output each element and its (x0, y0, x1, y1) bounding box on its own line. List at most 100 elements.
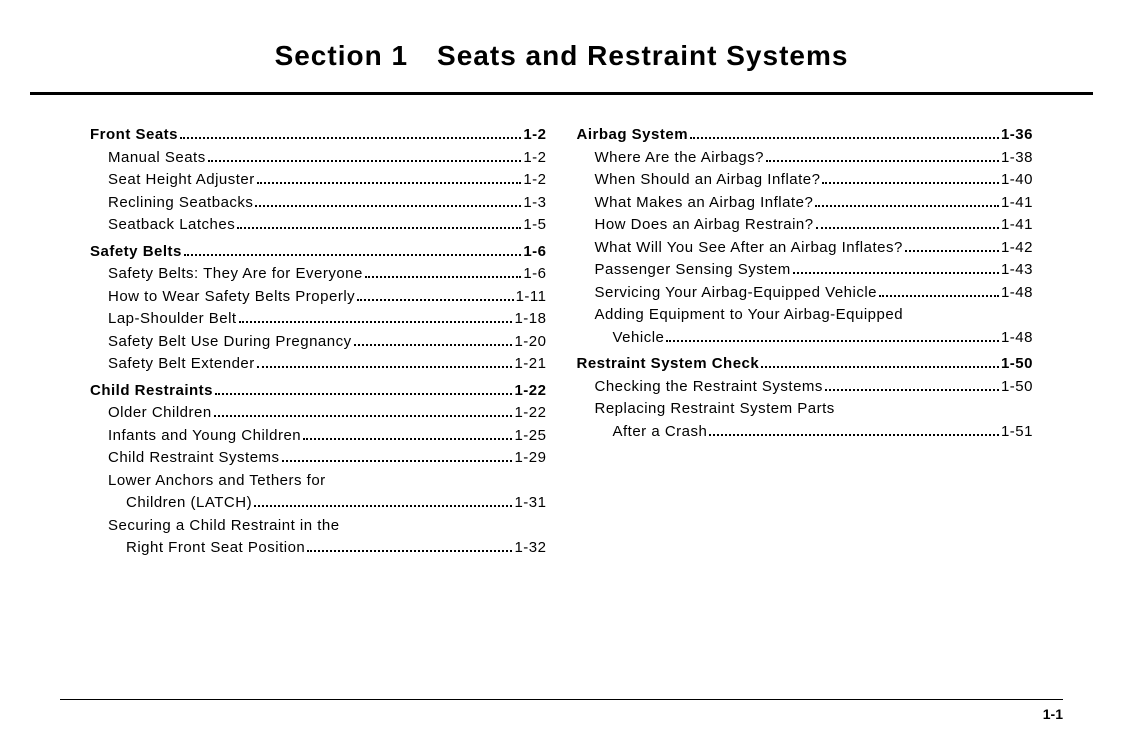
toc-page: 1-48 (1001, 327, 1033, 350)
toc-entry: Child Restraints1-22 (90, 380, 547, 403)
toc-dots (257, 366, 513, 368)
toc-dots (905, 250, 999, 252)
toc-entry: Children (LATCH) 1-31 (90, 492, 547, 515)
toc-entry: Front Seats 1-2 (90, 124, 547, 147)
toc-page: 1-11 (516, 286, 547, 309)
toc-label: Lower Anchors and Tethers for (108, 470, 326, 493)
toc-label: What Makes an Airbag Inflate? (595, 192, 814, 215)
toc-label: Front Seats (90, 124, 178, 147)
toc-entry: Manual Seats 1-2 (90, 147, 547, 170)
toc-page: 1-20 (514, 331, 546, 354)
toc-entry: Safety Belt Use During Pregnancy 1-20 (90, 331, 547, 354)
toc-page: 1-3 (523, 192, 546, 215)
toc-page: 1-32 (514, 537, 546, 560)
toc-label: Safety Belt Extender (108, 353, 255, 376)
toc-label: Airbag System (577, 124, 689, 147)
toc-dots (825, 389, 999, 391)
toc-label: Child Restraints (90, 380, 213, 403)
toc-dots (180, 137, 521, 139)
toc-entry: After a Crash 1-51 (577, 421, 1034, 444)
toc-page: 1-50 (1001, 376, 1033, 399)
toc-page: 1-43 (1001, 259, 1033, 282)
toc-label: Where Are the Airbags? (595, 147, 764, 170)
toc-entry: Right Front Seat Position1-32 (90, 537, 547, 560)
toc-dots (307, 550, 512, 552)
page-number: 1-1 (1043, 706, 1063, 722)
toc-dots (208, 160, 522, 162)
title-rule (30, 92, 1093, 95)
toc-label: After a Crash (613, 421, 708, 444)
toc-dots (822, 182, 998, 184)
toc-page: 1-29 (514, 447, 546, 470)
toc-label: Securing a Child Restraint in the (108, 515, 340, 538)
toc-page: 1-22 (514, 402, 546, 425)
toc-entry: Checking the Restraint Systems 1-50 (577, 376, 1034, 399)
toc-dots (709, 434, 999, 436)
toc-dots (257, 182, 522, 184)
toc-page: 1-6 (523, 241, 546, 264)
toc-dots (184, 254, 521, 256)
toc-label: Servicing Your Airbag-Equipped Vehicle (595, 282, 878, 305)
toc-label: Adding Equipment to Your Airbag-Equipped (595, 304, 904, 327)
section-title: Section 1 Seats and Restraint Systems (30, 40, 1093, 72)
toc-page: 1-2 (523, 124, 546, 147)
toc-label: Reclining Seatbacks (108, 192, 253, 215)
toc-label: Safety Belts (90, 241, 182, 264)
toc-dots (357, 299, 513, 301)
toc-dots (282, 460, 513, 462)
toc-right-column: Airbag System 1-36 Where Are the Airbags? 1… (577, 120, 1034, 560)
toc-entry: Servicing Your Airbag-Equipped Vehicle 1-… (577, 282, 1034, 305)
toc-label: Older Children (108, 402, 212, 425)
toc-entry: Child Restraint Systems1-29 (90, 447, 547, 470)
toc-entry: What Makes an Airbag Inflate? 1-41 (577, 192, 1034, 215)
toc-entry: Infants and Young Children1-25 (90, 425, 547, 448)
toc-entry: Safety Belts: They Are for Everyone1-6 (90, 263, 547, 286)
toc-label: Infants and Young Children (108, 425, 301, 448)
toc-dots (237, 227, 521, 229)
toc-page: 1-51 (1001, 421, 1033, 444)
toc-dots (666, 340, 999, 342)
toc-dots (690, 137, 999, 139)
toc-dots (766, 160, 999, 162)
toc-entry: Seat Height Adjuster 1-2 (90, 169, 547, 192)
toc-dots (255, 205, 521, 207)
toc-page: 1-48 (1001, 282, 1033, 305)
toc-page: 1-5 (523, 214, 546, 237)
toc-label: Replacing Restraint System Parts (595, 398, 835, 421)
toc-dots (354, 344, 513, 346)
toc-entry: Vehicle 1-48 (577, 327, 1034, 350)
toc-entry: Airbag System 1-36 (577, 124, 1034, 147)
toc-label: Lap-Shoulder Belt (108, 308, 237, 331)
toc-page: 1-31 (514, 492, 546, 515)
toc-label: Vehicle (613, 327, 665, 350)
toc-label: Children (LATCH) (126, 492, 252, 515)
toc-entry: Passenger Sensing System1-43 (577, 259, 1034, 282)
toc-page: 1-38 (1001, 147, 1033, 170)
footer-rule (60, 699, 1063, 700)
toc-page: 1-2 (523, 169, 546, 192)
toc-page: 1-41 (1001, 214, 1033, 237)
toc-page: 1-2 (523, 147, 546, 170)
toc-entry: When Should an Airbag Inflate?1-40 (577, 169, 1034, 192)
toc-page: 1-36 (1001, 124, 1033, 147)
toc-label: How Does an Airbag Restrain? (595, 214, 814, 237)
toc-page: 1-41 (1001, 192, 1033, 215)
toc-entry: How to Wear Safety Belts Properly 1-11 (90, 286, 547, 309)
toc-dots (793, 272, 999, 274)
toc-entry: Lap-Shoulder Belt1-18 (90, 308, 547, 331)
toc-label: Seat Height Adjuster (108, 169, 255, 192)
toc-page: 1-21 (514, 353, 546, 376)
toc-page: 1-40 (1001, 169, 1033, 192)
toc-label: Manual Seats (108, 147, 206, 170)
toc-label: How to Wear Safety Belts Properly (108, 286, 355, 309)
toc-entry: What Will You See After an Airbag Inflat… (577, 237, 1034, 260)
toc-dots (815, 205, 999, 207)
toc-label: Checking the Restraint Systems (595, 376, 823, 399)
toc-dots (879, 295, 999, 297)
toc-entry: Safety Belt Extender 1-21 (90, 353, 547, 376)
toc-label: Safety Belt Use During Pregnancy (108, 331, 352, 354)
toc-dots (816, 227, 999, 229)
toc-label: Seatback Latches (108, 214, 235, 237)
toc-left-column: Front Seats1-2Manual Seats1-2Seat Height… (90, 120, 547, 560)
toc-page: 1-42 (1001, 237, 1033, 260)
